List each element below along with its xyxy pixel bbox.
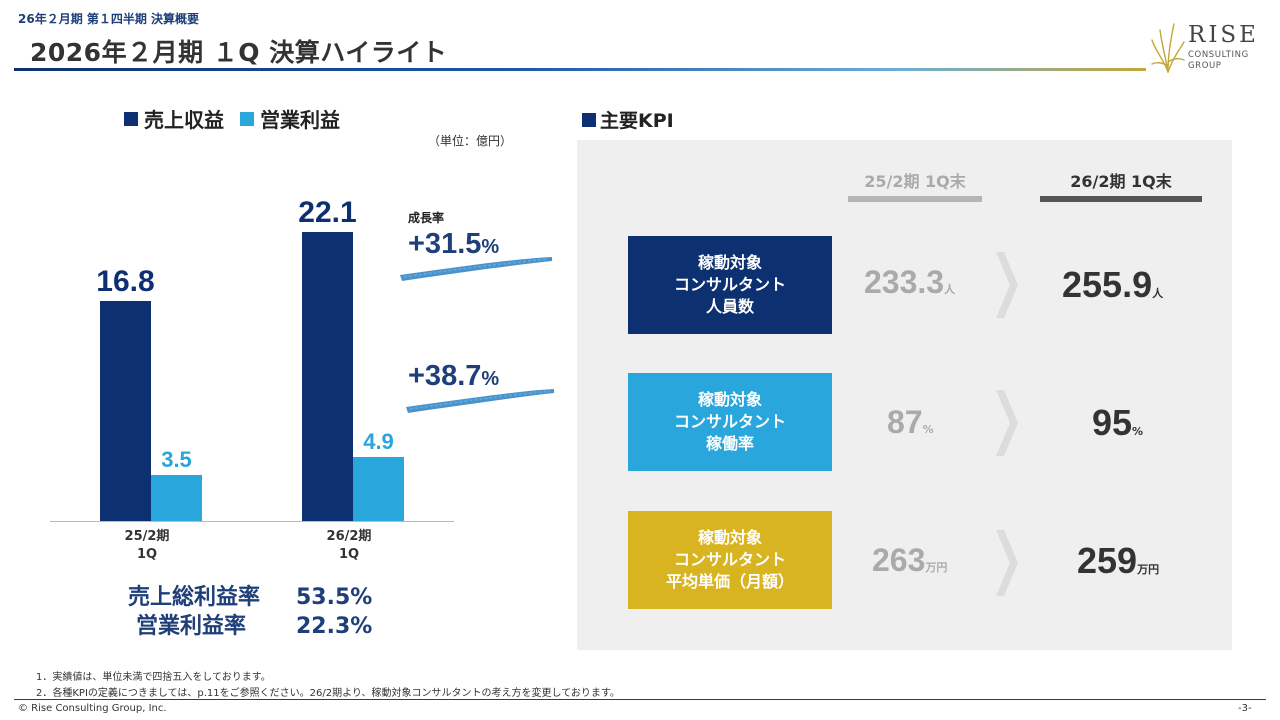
category-label: 26/2期 1Q (326, 529, 372, 562)
unit-label: （単位：億円） (428, 134, 513, 148)
chart-baseline (50, 521, 454, 522)
kpi-column-curr-rule (1040, 196, 1202, 202)
footnote: 2．各種KPIの定義につきましては、p.11をご参照ください。26/2期より、稼… (36, 688, 620, 699)
legend-label-operating-profit: 営業利益 (260, 108, 340, 132)
copyright: © Rise Consulting Group, Inc. (18, 703, 167, 714)
bar-revenue (100, 301, 151, 521)
operating-margin-row: 営業利益率 22.3% (128, 612, 372, 641)
bar-value-label: 4.9 (363, 428, 394, 454)
bar-value-label: 16.8 (96, 265, 155, 299)
growth-brush-stroke (406, 389, 554, 413)
logo-subtext: CONSULTING (1188, 50, 1249, 60)
title-divider (14, 68, 1146, 71)
logo-emblem-icon (1151, 23, 1185, 73)
kpi-column-prev: 25/2期 1Q末 (864, 172, 966, 191)
operating-profit-growth-rate: +38.7% (408, 360, 500, 392)
operating-margin-value: 22.3% (296, 614, 373, 639)
gross-margin-value: 53.5% (296, 585, 373, 610)
kpi-curr-headcount: 255.9人 (1062, 264, 1164, 305)
page-number: -3- (1238, 703, 1252, 714)
kpi-label-unit-price: 稼動対象 コンサルタント 平均単価（月額） (628, 511, 832, 609)
bar-operating-profit (353, 456, 404, 521)
chart-legend: 売上収益 営業利益 (124, 104, 340, 133)
kpi-column-curr: 26/2期 1Q末 (1070, 172, 1172, 191)
bar-value-label: 3.5 (161, 447, 192, 473)
legend-swatch-revenue (124, 111, 138, 126)
footnote: 1．実績値は、単位未満で四捨五入をしております。 (36, 672, 271, 683)
kpi-curr-unit-price: 259万円 (1077, 540, 1160, 581)
growth-brush-stroke (400, 257, 552, 281)
legend-swatch-operating-profit (240, 111, 254, 126)
kpi-column-prev-rule (848, 196, 982, 202)
bar-operating-profit (151, 475, 202, 521)
revenue-growth-rate: +31.5% (408, 228, 500, 260)
gross-margin-row: 売上総利益率 53.5% (128, 583, 372, 612)
chevron-right-icon (996, 530, 1018, 596)
kpi-prev-utilization: 87% (887, 404, 934, 440)
footer-divider (14, 699, 1266, 700)
gross-margin-label: 売上総利益率 (128, 585, 261, 610)
chevron-right-icon (996, 390, 1018, 456)
category-label: 25/2期 1Q (124, 529, 170, 562)
bar-value-label: 22.1 (298, 196, 357, 229)
kpi-curr-utilization: 95% (1092, 402, 1144, 443)
kpi-heading: 主要KPI (582, 106, 674, 133)
kpi-heading-swatch (582, 112, 596, 127)
logo-wordmark: RISE (1188, 22, 1259, 48)
logo-subtext: GROUP (1188, 61, 1222, 71)
bar-chart: 16.8 3.5 25/2期 1Q 22.1 4.9 26/2期 1Q (0, 0, 560, 562)
bar-revenue (302, 232, 353, 521)
kpi-prev-unit-price: 263万円 (872, 542, 948, 578)
margin-summary: 売上総利益率 53.5% 営業利益率 22.3% (128, 583, 372, 641)
growth-caption: 成長率 (408, 211, 445, 225)
kpi-prev-headcount: 233.3人 (864, 264, 956, 300)
kpi-label-utilization: 稼動対象 コンサルタント 稼働率 (628, 373, 832, 471)
operating-margin-label: 営業利益率 (136, 614, 247, 639)
legend-label-revenue: 売上収益 (144, 108, 224, 132)
page-title: 2026年２月期 １Q 決算ハイライト (30, 38, 448, 67)
kpi-label-headcount: 稼動対象 コンサルタント 人員数 (628, 236, 832, 334)
section-supertitle: 26年２月期 第１四半期 決算概要 (18, 12, 200, 26)
kpi-heading-text: 主要KPI (600, 110, 674, 132)
chevron-right-icon (996, 252, 1018, 318)
